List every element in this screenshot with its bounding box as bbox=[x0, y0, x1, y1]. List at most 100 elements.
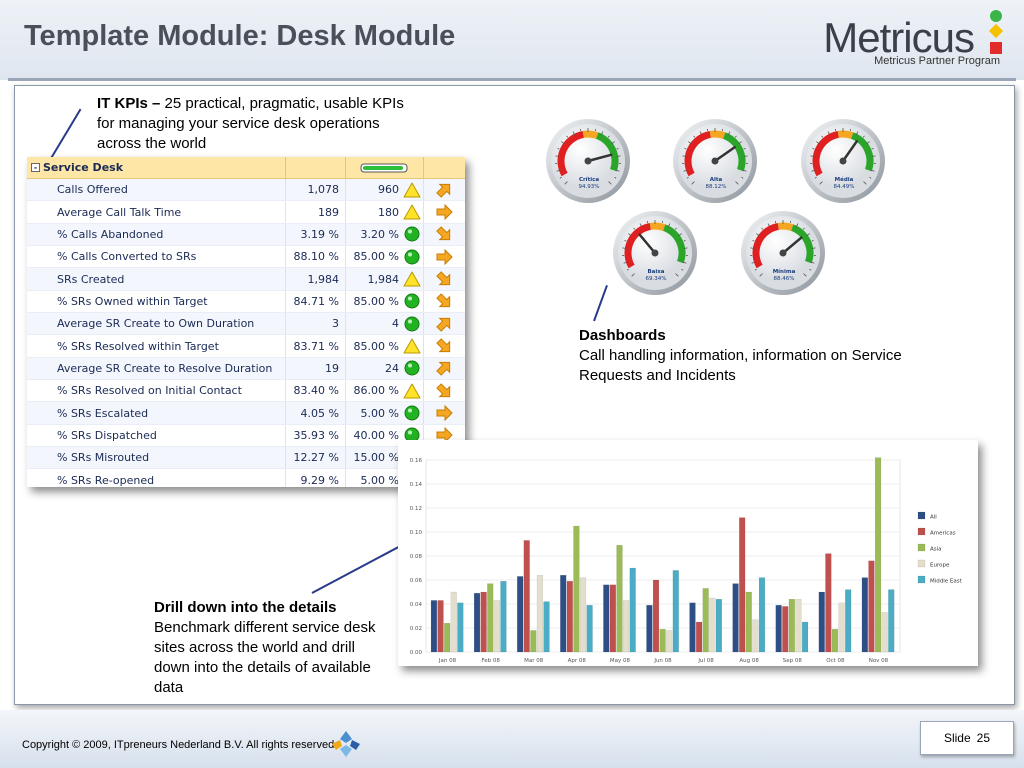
bar bbox=[652, 579, 660, 653]
y-tick-label: 0.00 bbox=[410, 650, 423, 656]
bar bbox=[523, 540, 530, 653]
kpi-rows: Calls Offered 1,078 960 Average Call Tal… bbox=[27, 179, 465, 487]
x-tick-label: Oct 08 bbox=[826, 658, 845, 664]
kpi-name: % SRs Misrouted bbox=[57, 451, 150, 465]
status-green-icon bbox=[401, 358, 423, 379]
bar bbox=[845, 589, 852, 653]
bar bbox=[695, 621, 703, 653]
table-row[interactable]: % SRs Resolved on Initial Contact 83.40 … bbox=[27, 380, 465, 403]
status-green-icon bbox=[401, 224, 423, 245]
bar bbox=[430, 600, 438, 653]
table-row[interactable]: % SRs Owned within Target 84.71 % 85.00 … bbox=[27, 290, 465, 314]
kpi-target: 5.00 % bbox=[345, 402, 401, 424]
kpi-name: Average Call Talk Time bbox=[57, 205, 182, 219]
bar bbox=[818, 591, 825, 653]
y-tick-label: 0.10 bbox=[410, 530, 423, 536]
bar bbox=[586, 604, 593, 653]
y-tick-label: 0.08 bbox=[410, 554, 423, 560]
table-row[interactable]: % Calls Converted to SRs 88.10 % 85.00 % bbox=[27, 246, 465, 269]
kpi-name: % Calls Abandoned bbox=[57, 227, 164, 241]
table-row[interactable]: % SRs Re-opened 9.29 % 5.00 % bbox=[27, 469, 465, 487]
progress-bar-icon bbox=[360, 163, 407, 172]
bar bbox=[868, 560, 875, 653]
table-row[interactable]: Average SR Create to Resolve Duration 19… bbox=[27, 357, 465, 381]
legend-label: Europe bbox=[930, 563, 950, 569]
bar bbox=[758, 577, 766, 653]
x-tick-label: Jun 08 bbox=[653, 658, 672, 664]
table-row[interactable]: % SRs Escalated 4.05 % 5.00 % bbox=[27, 402, 465, 425]
kpi-name: Average SR Create to Resolve Duration bbox=[57, 361, 273, 375]
itpreneurs-logo-icon bbox=[332, 731, 360, 757]
gauge: Média 84.49% bbox=[800, 118, 888, 211]
kpi-target: 40.00 % bbox=[345, 424, 401, 447]
kpi-group-header[interactable]: - Service Desk bbox=[27, 157, 465, 179]
bar bbox=[715, 598, 722, 653]
trend-arrow-down-icon bbox=[423, 335, 463, 357]
drilldown-callout-text: Benchmark different service desk sites a… bbox=[154, 619, 376, 696]
kpi-name: % Calls Converted to SRs bbox=[57, 250, 197, 264]
kpi-actual: 84.71 % bbox=[285, 290, 345, 313]
table-row[interactable]: % SRs Resolved within Target 83.71 % 85.… bbox=[27, 335, 465, 358]
kpi-target: 4 bbox=[345, 313, 401, 335]
bar bbox=[566, 580, 573, 653]
bar bbox=[437, 600, 444, 653]
bar bbox=[881, 612, 888, 653]
gauge: Crítica 94.93% bbox=[545, 118, 633, 211]
bar bbox=[623, 600, 630, 653]
kpi-name: Calls Offered bbox=[57, 183, 128, 197]
gauge-label: Alta bbox=[709, 177, 723, 183]
status-green-icon bbox=[401, 402, 423, 423]
kpi-name: % SRs Resolved on Initial Contact bbox=[57, 384, 242, 398]
dashboards-callout-title: Dashboards bbox=[579, 327, 666, 344]
table-row[interactable]: SRs Created 1,984 1,984 bbox=[27, 268, 465, 291]
status-yellow-icon bbox=[401, 380, 423, 401]
kpi-actual: 35.93 % bbox=[285, 424, 345, 447]
table-row[interactable]: Average Call Talk Time 189 180 bbox=[27, 201, 465, 224]
logo-green-dot-icon bbox=[990, 10, 1002, 22]
status-green-icon bbox=[401, 246, 423, 267]
bar bbox=[861, 577, 868, 653]
kpi-actual: 12.27 % bbox=[285, 447, 345, 469]
table-row[interactable]: Average SR Create to Own Duration 3 4 bbox=[27, 313, 465, 336]
table-row[interactable]: Calls Offered 1,078 960 bbox=[27, 179, 465, 202]
gauge: Alta 88.12% bbox=[672, 118, 760, 211]
gauge-value: 88.46% bbox=[773, 276, 795, 282]
gauge-label: Mínima bbox=[772, 269, 796, 275]
bar bbox=[709, 597, 716, 653]
kpi-actual: 3.19 % bbox=[285, 223, 345, 246]
bar bbox=[579, 577, 587, 653]
status-green-icon bbox=[401, 313, 423, 334]
legend-label: All bbox=[930, 515, 937, 521]
kpi-actual: 19 bbox=[285, 357, 345, 380]
trend-arrow-up-icon bbox=[423, 179, 463, 201]
bar bbox=[543, 601, 550, 653]
gauge-value: 88.12% bbox=[705, 184, 727, 190]
dashboards-callout: Dashboards Call handling information, in… bbox=[579, 326, 969, 386]
trend-arrow-right-icon bbox=[423, 246, 463, 268]
x-tick-label: Feb 08 bbox=[481, 658, 500, 664]
status-yellow-icon bbox=[401, 268, 423, 289]
bar bbox=[487, 583, 494, 653]
kpi-actual: 4.05 % bbox=[285, 402, 345, 424]
kpi-actual: 189 bbox=[285, 201, 345, 223]
collapse-toggle-icon[interactable]: - bbox=[31, 163, 40, 172]
y-tick-label: 0.12 bbox=[410, 506, 422, 512]
header-rule bbox=[8, 78, 1016, 81]
kpi-actual: 88.10 % bbox=[285, 246, 345, 268]
table-row[interactable]: % SRs Dispatched 35.93 % 40.00 % bbox=[27, 424, 465, 448]
gauge-label: Média bbox=[834, 177, 854, 183]
trend-arrow-down-icon bbox=[423, 268, 463, 290]
legend-swatch bbox=[917, 511, 926, 520]
table-row[interactable]: % Calls Abandoned 3.19 % 3.20 % bbox=[27, 223, 465, 247]
status-green-icon bbox=[401, 291, 423, 312]
status-yellow-icon bbox=[401, 335, 423, 356]
kpi-target: 180 bbox=[345, 201, 401, 223]
bar bbox=[493, 600, 500, 653]
bar bbox=[795, 598, 802, 653]
bar bbox=[672, 570, 679, 653]
logo-yellow-diamond-icon bbox=[988, 23, 1004, 39]
kpi-actual: 3 bbox=[285, 313, 345, 335]
y-tick-label: 0.02 bbox=[410, 626, 422, 632]
legend-label: Americas bbox=[930, 531, 956, 537]
legend-swatch bbox=[917, 543, 926, 552]
